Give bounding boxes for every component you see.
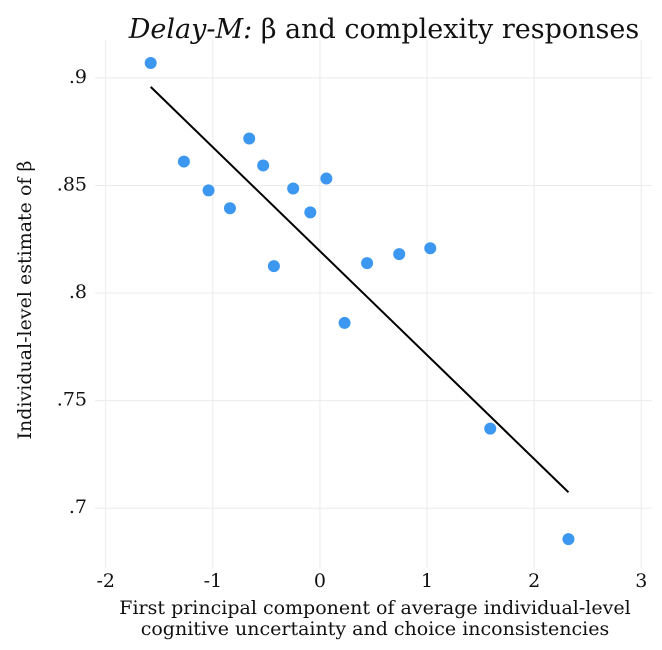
point	[144, 57, 157, 70]
point	[320, 172, 333, 185]
y-tick-label: .9	[69, 66, 87, 88]
y-tick-label: .8	[69, 281, 87, 303]
point	[338, 316, 351, 329]
x-tick-label: -1	[204, 570, 223, 592]
x-tick-label: 2	[528, 570, 540, 592]
point	[257, 159, 270, 172]
y-axis-label: Individual-level estimate of β	[14, 161, 36, 440]
chart-title: Delay-M: β and complexity responses	[128, 14, 639, 45]
x-tick-label: 3	[635, 570, 647, 592]
point	[562, 533, 575, 546]
fit-line	[150, 86, 570, 493]
x-tick-label: -2	[96, 570, 115, 592]
x-tick-label: 0	[314, 570, 326, 592]
point	[287, 182, 300, 195]
point	[424, 242, 437, 255]
point	[267, 260, 280, 273]
point	[202, 184, 215, 197]
title-prefix: Delay-M:	[128, 14, 252, 45]
point	[177, 155, 190, 168]
point	[304, 206, 317, 219]
point	[484, 422, 497, 435]
y-tick-label: .75	[57, 389, 87, 411]
x-tick-label: 1	[421, 570, 433, 592]
y-tick-label: .7	[69, 496, 87, 518]
point	[243, 132, 256, 145]
point	[361, 257, 374, 270]
x-axis-label: First principal component of average ind…	[119, 597, 630, 619]
point	[393, 248, 406, 261]
point	[223, 202, 236, 215]
y-tick-label: .85	[57, 173, 87, 195]
x-axis-label: cognitive uncertainty and choice inconsi…	[141, 618, 610, 640]
title-text: β and complexity responses	[261, 14, 639, 45]
